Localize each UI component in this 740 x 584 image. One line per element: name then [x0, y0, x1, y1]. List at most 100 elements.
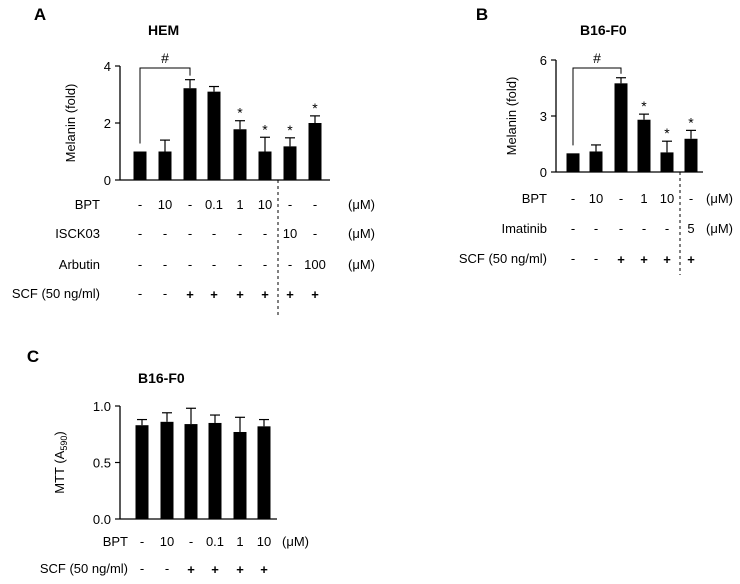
- cell-a-1-0: -: [138, 226, 142, 241]
- panel-label-a: A: [34, 5, 46, 24]
- cell-b-2-0: -: [571, 251, 575, 266]
- cell-a-2-7: 100: [304, 257, 326, 272]
- significance-b-5: *: [688, 114, 694, 130]
- cell-a-0-5: 10: [258, 197, 272, 212]
- row-unit-a-2: (μM): [348, 257, 375, 272]
- cell-b-0-5: -: [689, 191, 693, 206]
- cell-c-1-0: -: [140, 561, 144, 576]
- y-tick-label-b-2: 6: [540, 53, 547, 68]
- bar-c-1: [160, 421, 174, 519]
- row-label-a-1: ISCK03: [55, 226, 100, 241]
- bar-b-2: [614, 83, 628, 172]
- cell-c-0-3: 0.1: [206, 534, 224, 549]
- cell-c-0-1: 10: [160, 534, 174, 549]
- cell-a-0-4: 1: [236, 197, 243, 212]
- cell-a-2-2: -: [188, 257, 192, 272]
- cell-c-1-4: +: [236, 562, 244, 577]
- cell-b-2-3: +: [640, 252, 648, 267]
- cell-b-0-2: -: [619, 191, 623, 206]
- cell-c-1-5: +: [260, 562, 268, 577]
- bar-c-2: [184, 424, 198, 519]
- cell-a-3-3: +: [210, 287, 218, 302]
- cell-b-1-2: -: [619, 221, 623, 236]
- bracket-label-a: #: [161, 50, 169, 66]
- bar-c-5: [257, 426, 271, 519]
- cell-c-1-2: +: [187, 562, 195, 577]
- cell-a-3-6: +: [286, 287, 294, 302]
- bracket-label-b: #: [593, 50, 601, 66]
- y-tick-label-a-1: 2: [104, 116, 111, 131]
- cell-a-0-6: -: [288, 197, 292, 212]
- cell-c-1-1: -: [165, 561, 169, 576]
- significance-a-5: *: [262, 121, 268, 137]
- row-unit-b-1: (μM): [706, 221, 733, 236]
- row-unit-b-0: (μM): [706, 191, 733, 206]
- panel-title-a: HEM: [148, 22, 179, 38]
- panel-label-b: B: [476, 5, 488, 24]
- bar-b-5: [684, 138, 698, 172]
- row-unit-a-0: (μM): [348, 197, 375, 212]
- bar-a-0: [133, 151, 147, 180]
- cell-a-1-1: -: [163, 226, 167, 241]
- cell-a-3-1: -: [163, 286, 167, 301]
- cell-a-3-4: +: [236, 287, 244, 302]
- y-tick-label-b-1: 3: [540, 109, 547, 124]
- bar-b-0: [566, 153, 580, 172]
- row-label-a-0: BPT: [75, 197, 100, 212]
- cell-a-1-5: -: [263, 226, 267, 241]
- cell-a-1-7: -: [313, 226, 317, 241]
- cell-a-1-4: -: [238, 226, 242, 241]
- bar-a-2: [183, 88, 197, 180]
- cell-c-0-4: 1: [236, 534, 243, 549]
- cell-a-2-3: -: [212, 257, 216, 272]
- row-label-a-3: SCF (50 ng/ml): [12, 286, 100, 301]
- cell-b-2-2: +: [617, 252, 625, 267]
- cell-a-1-2: -: [188, 226, 192, 241]
- cell-a-2-5: -: [263, 257, 267, 272]
- cell-a-0-3: 0.1: [205, 197, 223, 212]
- cell-b-1-1: -: [594, 221, 598, 236]
- cell-c-1-3: +: [211, 562, 219, 577]
- row-unit-c-0: (μM): [282, 534, 309, 549]
- significance-b-3: *: [641, 98, 647, 114]
- cell-b-0-4: 10: [660, 191, 674, 206]
- bar-a-7: [308, 123, 322, 180]
- bar-a-6: [283, 146, 297, 180]
- y-tick-label-c-1: 0.5: [93, 456, 111, 471]
- cell-a-1-6: 10: [283, 226, 297, 241]
- cell-c-0-0: -: [140, 534, 144, 549]
- panel-label-c: C: [27, 347, 39, 366]
- cell-a-3-5: +: [261, 287, 269, 302]
- cell-b-1-0: -: [571, 221, 575, 236]
- cell-b-0-1: 10: [589, 191, 603, 206]
- bar-b-1: [589, 151, 603, 172]
- panel-title-b: B16-F0: [580, 22, 627, 38]
- bar-a-1: [158, 151, 172, 180]
- bar-b-4: [660, 152, 674, 172]
- y-axis-label-c: MTT (A590): [52, 431, 69, 493]
- cell-b-0-0: -: [571, 191, 575, 206]
- cell-a-0-7: -: [313, 197, 317, 212]
- bracket-a: [139, 67, 191, 144]
- cell-a-3-0: -: [138, 286, 142, 301]
- bar-c-3: [208, 422, 222, 519]
- y-axis-label-b: Melanin (fold): [504, 77, 519, 156]
- cell-b-2-5: +: [687, 252, 695, 267]
- cell-b-1-3: -: [642, 221, 646, 236]
- cell-a-0-0: -: [138, 197, 142, 212]
- bar-a-3: [207, 91, 221, 180]
- cell-b-2-1: -: [594, 251, 598, 266]
- significance-a-4: *: [237, 105, 243, 121]
- bar-a-4: [233, 129, 247, 180]
- row-label-c-1: SCF (50 ng/ml): [40, 561, 128, 576]
- cell-b-2-4: +: [663, 252, 671, 267]
- y-tick-label-a-0: 0: [104, 173, 111, 188]
- row-label-c-0: BPT: [103, 534, 128, 549]
- significance-b-4: *: [664, 125, 670, 141]
- bar-c-4: [233, 431, 247, 519]
- bar-a-5: [258, 151, 272, 180]
- row-label-b-0: BPT: [522, 191, 547, 206]
- cell-a-0-2: -: [188, 197, 192, 212]
- y-tick-label-b-0: 0: [540, 165, 547, 180]
- cell-a-2-0: -: [138, 257, 142, 272]
